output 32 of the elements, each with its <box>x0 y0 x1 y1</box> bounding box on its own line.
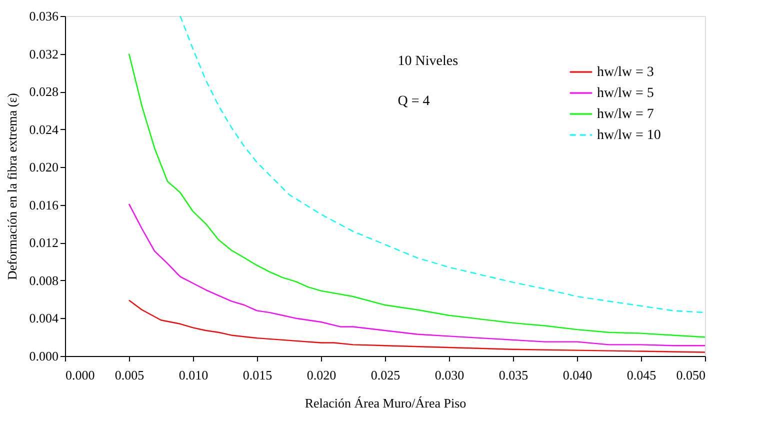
legend-label: hw/lw = 5 <box>597 86 654 101</box>
y-tick-label: 0.008 <box>29 272 58 288</box>
line-series <box>128 203 706 346</box>
x-tick-label: 0.045 <box>626 368 656 382</box>
y-tick-label: 0.012 <box>29 235 58 250</box>
annotation: Q = 4 <box>398 94 430 109</box>
x-tick-label: 0.050 <box>676 368 706 382</box>
x-tick-label: 0.015 <box>242 368 272 382</box>
line-series <box>128 300 706 353</box>
y-tick-label: 0.032 <box>29 46 58 62</box>
x-tick-label: 0.010 <box>178 368 208 382</box>
y-tick-label: 0.004 <box>29 310 59 326</box>
y-tick-label: 0.036 <box>29 8 59 24</box>
y-tick-label: 0.000 <box>29 348 58 364</box>
y-tick-label: 0.028 <box>29 84 58 100</box>
legend-label: hw/lw = 10 <box>597 128 661 143</box>
x-tick-label: 0.030 <box>434 368 464 382</box>
legend-label: hw/lw = 3 <box>597 65 654 80</box>
y-axis-title: Deformación en la fibra extrema (ε) <box>4 92 20 280</box>
x-tick-label: 0.035 <box>498 368 528 382</box>
annotation: 10 Niveles <box>398 54 458 69</box>
x-tick-label: 0.025 <box>370 368 400 382</box>
x-tick-label: 0.000 <box>66 368 95 382</box>
line-series <box>128 53 706 338</box>
y-tick-label: 0.020 <box>29 160 58 175</box>
x-tick-label: 0.005 <box>114 368 144 382</box>
x-axis-title: Relación Área Muro/Área Piso <box>304 396 466 410</box>
y-tick-label: 0.024 <box>29 122 59 137</box>
legend-label: hw/lw = 7 <box>597 107 654 122</box>
x-tick-label: 0.040 <box>562 368 592 382</box>
x-tick-label: 0.020 <box>306 368 336 382</box>
y-tick-label: 0.016 <box>29 197 59 212</box>
